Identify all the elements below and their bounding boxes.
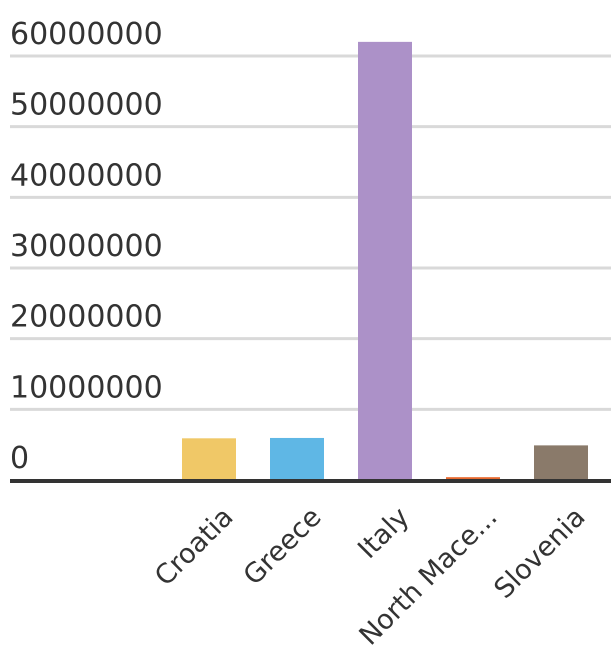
bar-italy bbox=[358, 41, 412, 480]
y-axis-tick-labels: 0 10000000 20000000 30000000 40000000 5000000… bbox=[10, 17, 163, 476]
bars bbox=[182, 41, 588, 480]
y-tick-label: 20000000 bbox=[10, 300, 163, 335]
x-category-label: Greece bbox=[238, 502, 328, 592]
x-category-label: Italy bbox=[352, 502, 415, 565]
y-tick-label: 50000000 bbox=[10, 88, 163, 123]
bar-north-mace bbox=[446, 477, 500, 480]
y-tick-label: 60000000 bbox=[10, 17, 163, 52]
x-category-label: Slovenia bbox=[488, 502, 591, 605]
bar-slovenia bbox=[534, 445, 588, 480]
y-tick-label: 0 bbox=[10, 441, 29, 476]
y-tick-label: 40000000 bbox=[10, 158, 163, 193]
gridlines bbox=[10, 54, 611, 411]
y-tick-label: 30000000 bbox=[10, 229, 163, 264]
bar-croatia bbox=[182, 438, 236, 480]
y-tick-label: 10000000 bbox=[10, 370, 163, 405]
bar-greece bbox=[270, 437, 324, 480]
x-category-label: Croatia bbox=[149, 502, 240, 593]
